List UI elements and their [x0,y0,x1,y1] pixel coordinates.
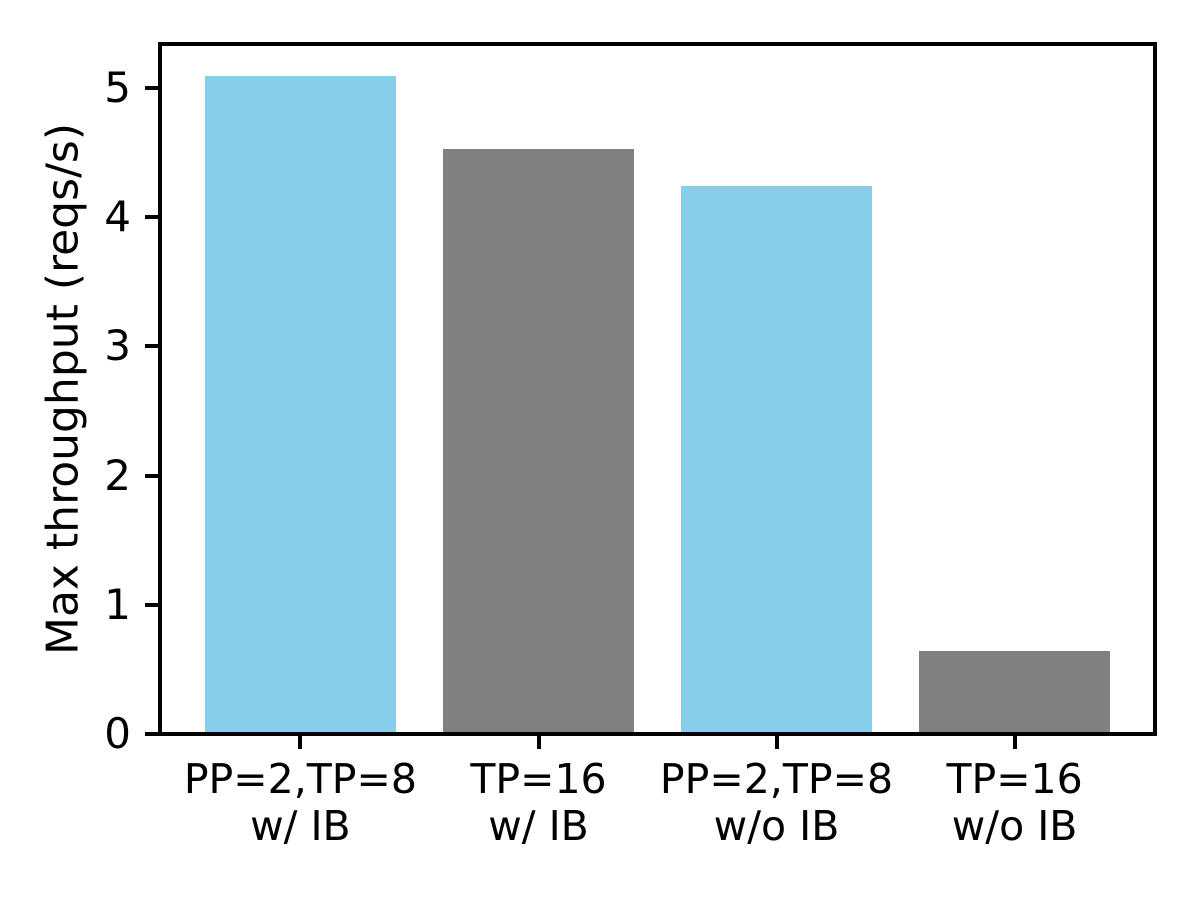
x-axis-tick [774,734,779,749]
x-axis-tick-label: TP=16 w/ IB [470,755,607,850]
y-axis-tick [145,473,160,478]
y-axis-tick-label: 5 [104,62,131,112]
y-axis-tick [145,215,160,220]
x-axis-tick-label: TP=16 w/o IB [946,755,1083,850]
x-axis-tick [536,734,541,749]
bar [205,76,396,734]
x-axis-tick [298,734,303,749]
bar [681,186,872,734]
x-axis-tick-label: PP=2,TP=8 w/ IB [183,755,417,850]
y-axis-tick [145,732,160,736]
y-axis-tick-label: 1 [104,579,131,629]
y-axis-tick [145,602,160,607]
y-axis-tick-label: 0 [104,709,131,758]
x-axis-tick [1012,734,1017,749]
y-axis-tick-label: 4 [104,192,131,242]
y-axis-tick-label: 3 [104,321,131,371]
bar [919,651,1110,734]
y-axis-tick-label: 2 [104,450,131,500]
plot-area [160,44,1155,734]
y-axis-tick [145,85,160,90]
x-axis-tick-label: PP=2,TP=8 w/o IB [659,755,894,850]
bar [443,148,634,734]
y-axis-tick [145,344,160,349]
